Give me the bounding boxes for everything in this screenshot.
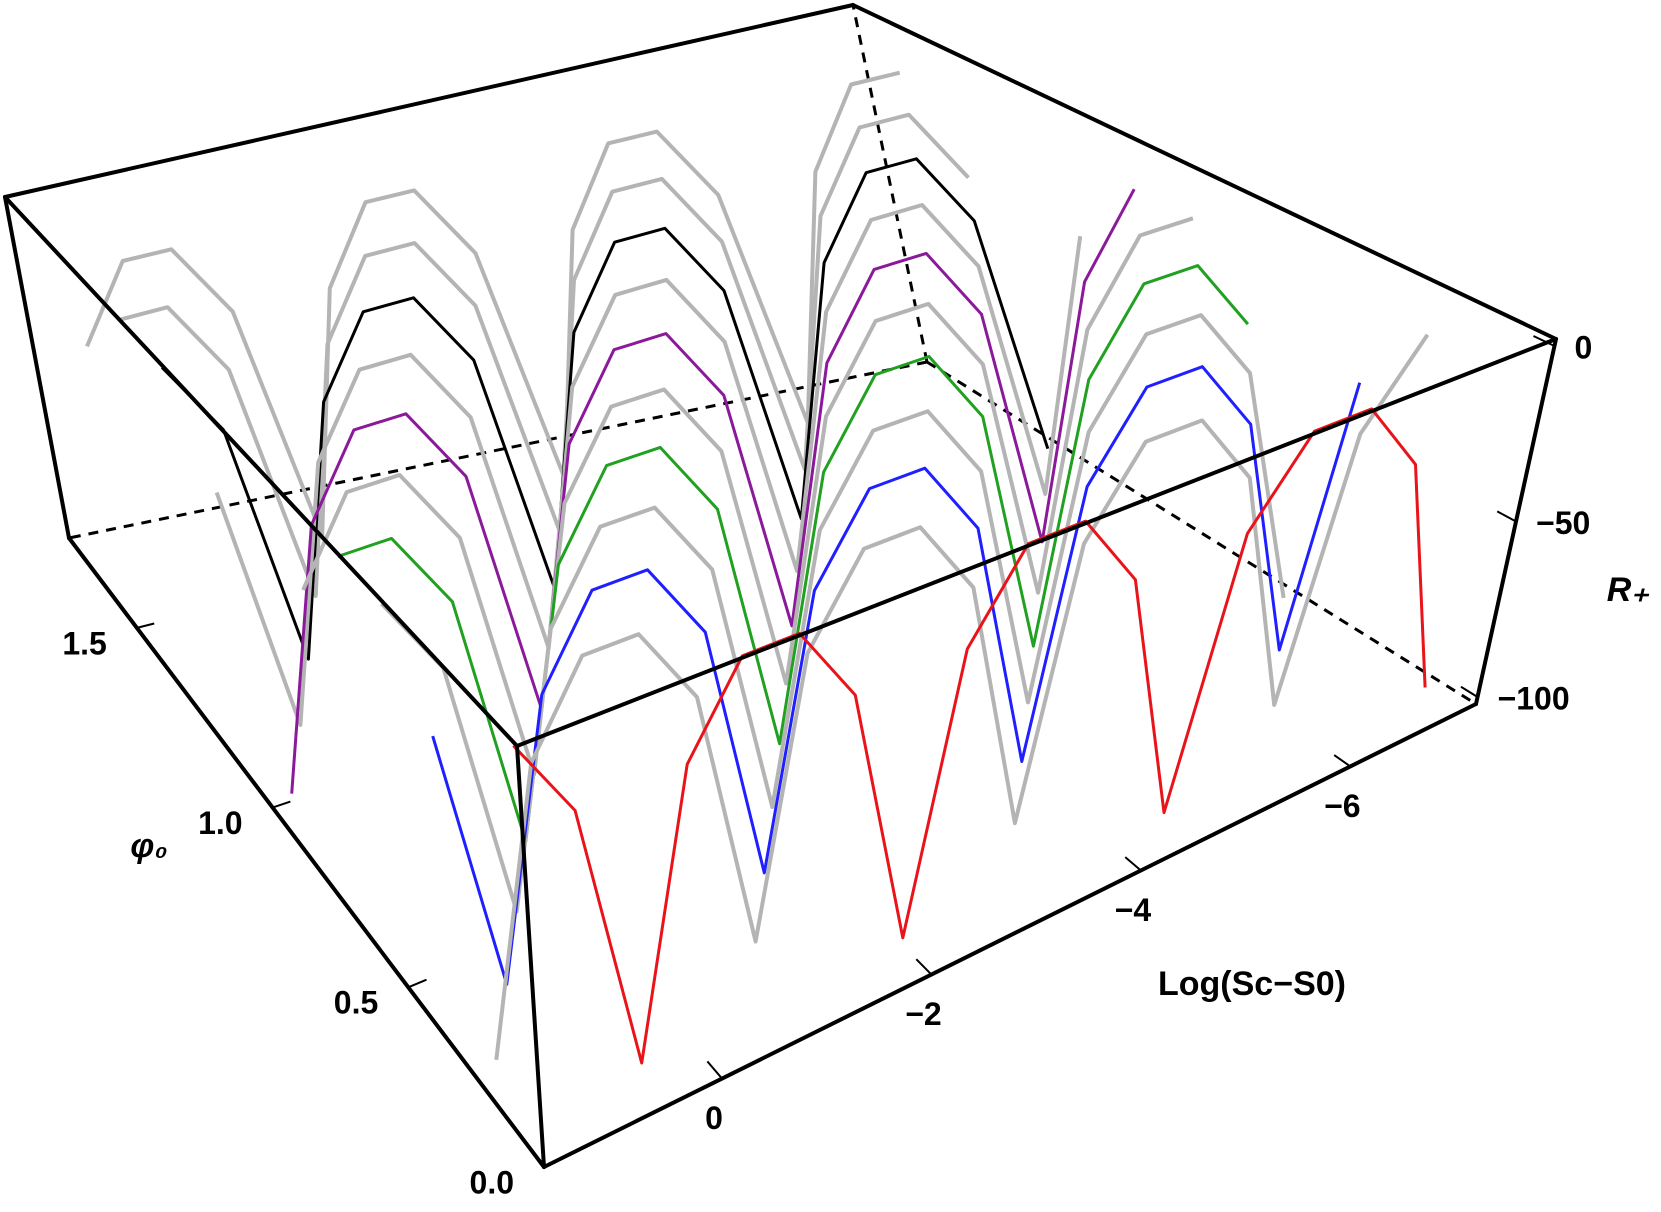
curve <box>160 157 1050 661</box>
y-tick-label: 0.0 <box>470 1164 514 1200</box>
box-edge <box>851 3 1558 341</box>
x-tick <box>915 958 933 976</box>
curve <box>380 313 1286 914</box>
curve <box>85 70 901 538</box>
y-tick-label: 1.5 <box>62 625 106 661</box>
curve <box>301 216 1194 777</box>
curves <box>85 70 1430 1065</box>
x-tick <box>1333 754 1351 768</box>
curve <box>214 203 1083 727</box>
box-frame <box>3 3 1558 1169</box>
y-tick <box>136 622 155 629</box>
y-tick <box>272 800 291 809</box>
z-tick <box>1496 510 1517 523</box>
y-tick-label: 0.5 <box>334 985 378 1021</box>
z-tick <box>1460 685 1479 698</box>
hidden-edge <box>851 4 929 363</box>
y-tick-label: 1.0 <box>198 805 242 841</box>
x-tick-label: −2 <box>905 996 941 1032</box>
z-tick-label: −50 <box>1536 505 1590 541</box>
curve <box>290 188 1136 794</box>
y-axis-label: φ₀ <box>130 827 167 865</box>
y-tick <box>407 978 427 989</box>
z-tick-label: 0 <box>1574 329 1592 365</box>
x-axis-label: Log(Sc−S0) <box>1158 965 1346 1003</box>
axes: 0 −2 −4 −6 0.0 0.5 1.0 1.5 0 −50 −100 Log(Sc−S0) φ₀ R… <box>62 329 1650 1200</box>
box-edge <box>542 702 1478 1169</box>
x-tick <box>706 1060 723 1080</box>
box-edge <box>67 536 546 1169</box>
curve <box>431 365 1362 986</box>
hidden-edges <box>68 4 1477 706</box>
x-tick <box>1124 856 1142 872</box>
box-edge <box>3 3 855 199</box>
curve <box>494 333 1430 1061</box>
z-tick <box>1533 335 1555 347</box>
box-edge <box>515 744 546 1169</box>
hidden-edge <box>68 360 928 540</box>
x-tick-label: −4 <box>1115 892 1152 928</box>
x-tick-label: 0 <box>705 1100 723 1136</box>
box-edge <box>515 337 1558 748</box>
box-edge <box>3 195 71 540</box>
y-tick <box>543 1156 564 1168</box>
x-tick-label: −6 <box>1324 788 1360 824</box>
curve <box>117 112 970 598</box>
z-axis-label: R₊ <box>1607 571 1651 609</box>
z-tick-label: −100 <box>1498 680 1570 716</box>
curve <box>512 407 1427 1065</box>
curve <box>337 264 1250 843</box>
box-edge <box>3 195 519 748</box>
